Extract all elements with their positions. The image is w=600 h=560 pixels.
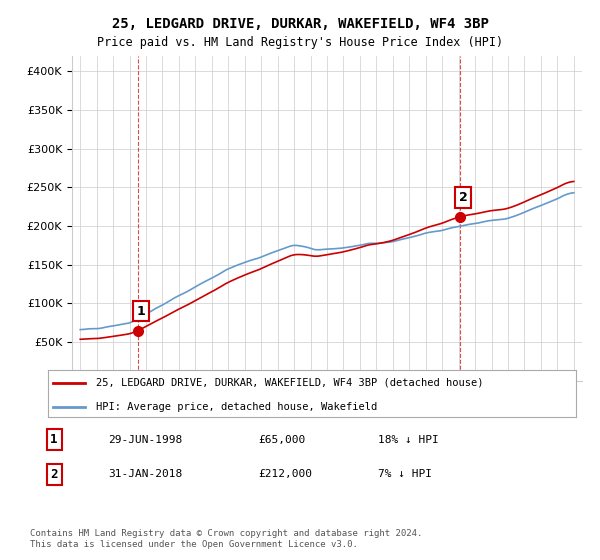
- Text: 2: 2: [459, 191, 467, 204]
- Text: HPI: Average price, detached house, Wakefield: HPI: Average price, detached house, Wake…: [95, 402, 377, 412]
- Text: 1: 1: [50, 433, 58, 446]
- Text: 18% ↓ HPI: 18% ↓ HPI: [378, 435, 439, 445]
- Text: 25, LEDGARD DRIVE, DURKAR, WAKEFIELD, WF4 3BP (detached house): 25, LEDGARD DRIVE, DURKAR, WAKEFIELD, WF…: [95, 378, 483, 388]
- Text: 1: 1: [137, 305, 145, 318]
- Text: 7% ↓ HPI: 7% ↓ HPI: [378, 469, 432, 479]
- Text: £65,000: £65,000: [258, 435, 305, 445]
- Text: 25, LEDGARD DRIVE, DURKAR, WAKEFIELD, WF4 3BP: 25, LEDGARD DRIVE, DURKAR, WAKEFIELD, WF…: [112, 17, 488, 31]
- Text: Contains HM Land Registry data © Crown copyright and database right 2024.
This d: Contains HM Land Registry data © Crown c…: [30, 529, 422, 549]
- Text: 31-JAN-2018: 31-JAN-2018: [108, 469, 182, 479]
- Text: £212,000: £212,000: [258, 469, 312, 479]
- Text: 2: 2: [50, 468, 58, 481]
- Text: Price paid vs. HM Land Registry's House Price Index (HPI): Price paid vs. HM Land Registry's House …: [97, 36, 503, 49]
- Text: 29-JUN-1998: 29-JUN-1998: [108, 435, 182, 445]
